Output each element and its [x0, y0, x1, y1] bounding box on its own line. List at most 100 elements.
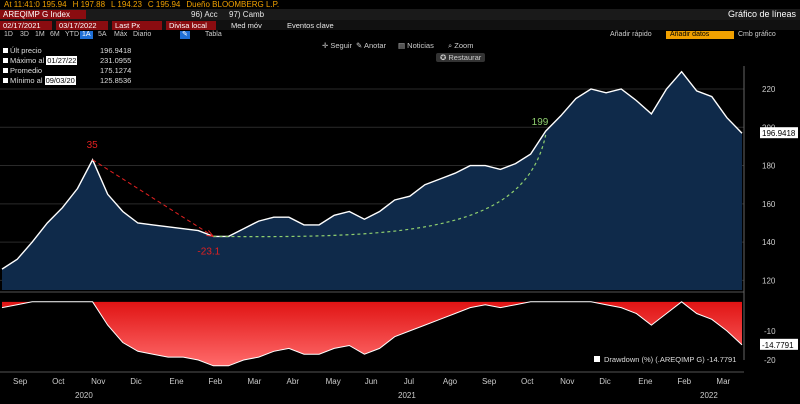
annotate-label: Anotar: [363, 41, 387, 50]
price-tick-label: 180: [762, 162, 776, 171]
legend-label: Mínimo al 09/03/20: [10, 76, 76, 85]
range-button-6m[interactable]: 6M: [50, 31, 60, 38]
x-tick-label: Mar: [716, 377, 730, 386]
range-button-1a[interactable]: 1A: [80, 31, 93, 39]
drawdown-tick-label: -20: [764, 356, 776, 365]
price-legend: Últ precio 196.9418 Máximo al 01/27/22 231…: [2, 46, 138, 86]
x-tick-label: Nov: [560, 377, 574, 386]
quick-add-button[interactable]: Añadir rápido: [610, 31, 652, 38]
currency-select[interactable]: Divisa local: [166, 21, 216, 30]
quote-status-line: At 11:41:0 195.94 H 197.88 L 194.23 C 195.9…: [0, 0, 800, 9]
cambiar-menu[interactable]: 97) Camb: [229, 10, 265, 19]
news-button[interactable]: ▤ Noticias: [398, 41, 434, 50]
x-tick-label: Sep: [482, 377, 497, 386]
legend-value: 196.9418: [100, 46, 132, 55]
legend-swatch: [3, 48, 8, 53]
restore-button[interactable]: ✪ Restaurar: [436, 53, 486, 62]
quick-add-input[interactable]: Añadir datos: [666, 31, 734, 39]
x-tick-label: Jun: [365, 377, 378, 386]
restore-icon: ✪: [440, 53, 449, 62]
table-button[interactable]: Tabla: [205, 31, 222, 38]
price-line: [1, 70, 743, 270]
range-button-máx[interactable]: Máx: [114, 31, 128, 38]
drawdown-line: [1, 301, 743, 367]
x-tick-label: Ene: [169, 377, 184, 386]
x-tick-label: May: [326, 377, 341, 386]
price-tick-label: 160: [762, 200, 776, 209]
legend-swatch: [3, 78, 8, 83]
zoom-button[interactable]: ⌕ Zoom: [448, 41, 473, 51]
legend-value: 125.8536: [100, 76, 132, 85]
zoom-label: Zoom: [454, 41, 474, 50]
status-item: Dueño BLOOMBERG L.P.: [186, 0, 280, 9]
range-button-5a[interactable]: 5A: [98, 31, 107, 38]
news-label: Noticias: [407, 41, 434, 50]
x-tick-label: Feb: [677, 377, 691, 386]
drawdown-legend-swatch: [594, 356, 600, 362]
date-to-input[interactable]: 03/17/2022: [56, 21, 108, 30]
recovery-curve: [213, 134, 547, 238]
legend-row: Promedio 175.1274: [2, 66, 138, 76]
magnifier-icon: ⌕: [448, 41, 455, 50]
news-icon: ▤: [398, 41, 408, 50]
last-drawdown-tag: [760, 338, 798, 350]
follow-label: Seguir: [330, 41, 353, 50]
edit-chart-button[interactable]: Cmb gráfico: [738, 31, 776, 38]
annotations: 35 -23.1 199: [87, 117, 549, 257]
date-from-input[interactable]: 02/17/2021: [0, 21, 52, 30]
x-tick-label: Nov: [91, 377, 105, 386]
annotate-button[interactable]: ✎ Anotar: [356, 41, 386, 50]
status-item: At 11:41:0 195.94: [4, 0, 67, 9]
status-item: L 194.23: [111, 0, 142, 9]
field-select[interactable]: Last Px: [112, 21, 162, 30]
pencil-icon: ✎: [356, 41, 364, 50]
drawdown-tick-label: -10: [764, 327, 776, 336]
status-item: H 197.88: [72, 0, 106, 9]
range-button-1m[interactable]: 1M: [35, 31, 45, 38]
x-tick-label: Oct: [521, 377, 534, 386]
x-tick-label: Ene: [638, 377, 653, 386]
x-tick-label: Jul: [404, 377, 414, 386]
legend-date: 01/27/22: [46, 56, 78, 65]
x-year-label: 2021: [398, 391, 416, 400]
command-bar: AREQIMP G Index 96) Acc 97) Camb Gráfico…: [0, 9, 800, 20]
range-bar: 1D 3D 1M 6M YTD 1A 5A Máx Diario ✎ Tabla Añadir …: [0, 30, 800, 40]
settings-bar: 02/17/2021 03/17/2022 Last Px Divisa loc…: [0, 20, 800, 30]
status-item: C 195.94: [147, 0, 181, 9]
range-button-3d[interactable]: 3D: [20, 31, 29, 38]
annotation-recovery-label: 199: [532, 117, 549, 128]
price-tick-label: 120: [762, 276, 776, 285]
x-tick-label: Dic: [599, 377, 611, 386]
ticker-field[interactable]: AREQIMP G Index: [0, 10, 86, 19]
x-tick-label: Dic: [130, 377, 142, 386]
drawdown-area: [2, 301, 742, 366]
window-title: Gráfico de líneas: [727, 9, 796, 19]
chart-edit-icon[interactable]: ✎: [180, 31, 190, 39]
range-button-diario[interactable]: Diario: [133, 31, 152, 38]
x-tick-label: Sep: [13, 377, 28, 386]
acc-menu[interactable]: 96) Acc: [191, 10, 218, 19]
x-tick-label: Ago: [443, 377, 458, 386]
key-events-toggle[interactable]: Eventos clave: [287, 21, 334, 30]
legend-label: Máximo al 01/27/22: [10, 56, 78, 65]
moving-average-toggle[interactable]: Med móv: [231, 21, 262, 30]
range-button-ytd[interactable]: YTD: [65, 31, 79, 38]
x-tick-label: Oct: [52, 377, 65, 386]
x-tick-label: Mar: [247, 377, 261, 386]
range-button-1d[interactable]: 1D: [4, 31, 13, 38]
x-tick-label: Abr: [287, 377, 300, 386]
drawdown-legend-box: [590, 353, 740, 365]
x-tick-label: Feb: [208, 377, 222, 386]
drawdown-panel: [0, 291, 744, 367]
chart-toolbar: ✛ Seguir ✎ Anotar ▤ Noticias ⌕ Zoom ✪ Re…: [0, 40, 800, 64]
price-tick-label: 220: [762, 85, 776, 94]
legend-row: Mínimo al 09/03/20 125.8536: [2, 76, 138, 86]
legend-row: Últ precio 196.9418: [2, 46, 138, 56]
crosshair-icon: ✛: [322, 41, 331, 50]
follow-button[interactable]: ✛ Seguir: [322, 41, 352, 50]
drawdown-arrow-line: [92, 159, 214, 237]
legend-label: Promedio: [10, 66, 43, 75]
legend-date: 09/03/20: [44, 76, 76, 85]
legend-value: 231.0955: [100, 56, 132, 65]
